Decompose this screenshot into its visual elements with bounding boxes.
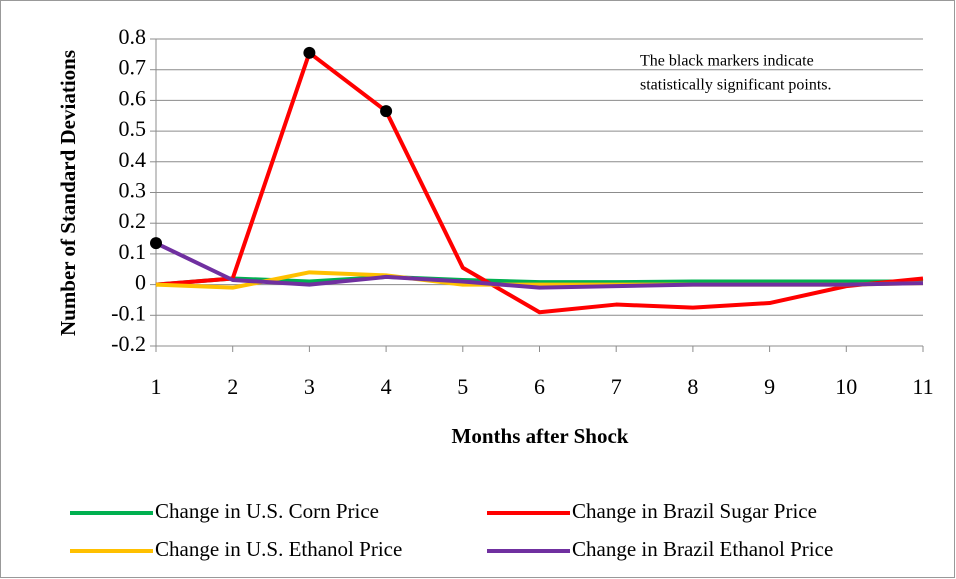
x-tick-label: 1	[151, 374, 162, 399]
y-tick-label: 0.1	[119, 239, 147, 264]
x-tick-label: 9	[764, 374, 775, 399]
significance-marker	[380, 105, 393, 118]
significance-marker	[150, 237, 162, 250]
legend-label: Change in U.S. Ethanol Price	[155, 537, 402, 561]
y-tick-label: 0.3	[119, 178, 147, 203]
y-tick-label: 0.7	[119, 55, 147, 80]
annotation: The black markers indicate	[640, 53, 814, 70]
x-axis-title: Months after Shock	[452, 424, 629, 448]
y-tick-label: 0.2	[119, 208, 147, 233]
y-tick-label: -0.1	[111, 300, 146, 325]
x-tick-label: 6	[534, 374, 545, 399]
x-tick-label: 10	[835, 374, 857, 399]
series-line	[155, 50, 924, 315]
annotation: statistically significant points.	[640, 77, 832, 94]
y-tick-label: 0	[135, 270, 146, 295]
x-tick-label: 5	[457, 374, 468, 399]
x-tick-label: 2	[227, 374, 238, 399]
x-tick-label: 11	[912, 374, 933, 399]
y-tick-label: 0.4	[119, 147, 147, 172]
significance-marker	[303, 46, 316, 59]
x-tick-label: 7	[611, 374, 622, 399]
x-tick-label: 3	[304, 374, 315, 399]
legend-label: Change in Brazil Ethanol Price	[572, 537, 833, 561]
x-tick-label: 8	[687, 374, 698, 399]
y-tick-label: 0.5	[119, 116, 147, 141]
series-line	[155, 274, 923, 287]
series-line	[155, 241, 924, 290]
y-tick-label: 0.8	[119, 24, 147, 49]
y-tick-label: 0.6	[119, 85, 147, 110]
legend-label: Change in U.S. Corn Price	[155, 499, 379, 523]
legend-label: Change in Brazil Sugar Price	[572, 499, 817, 523]
y-axis-title: Number of Standard Deviations	[56, 50, 80, 336]
y-tick-label: -0.2	[111, 331, 146, 356]
x-tick-label: 4	[381, 374, 392, 399]
